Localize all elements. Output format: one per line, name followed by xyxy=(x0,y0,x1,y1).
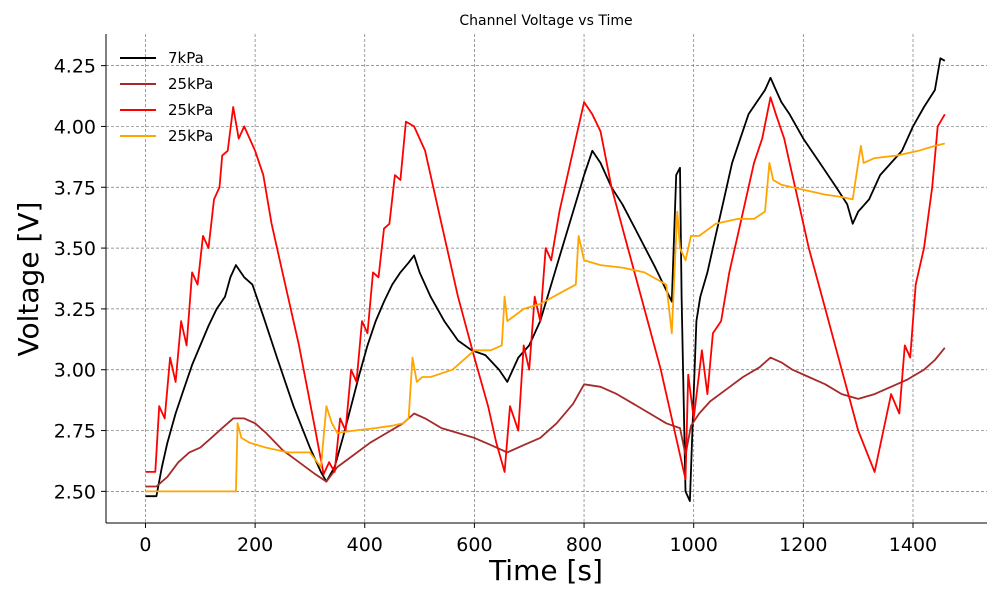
y-tick-label: 4.25 xyxy=(54,56,96,78)
series-line-0 xyxy=(145,57,946,503)
series-line-3 xyxy=(145,142,946,493)
x-tick-label: 800 xyxy=(566,534,602,556)
y-axis-label: Voltage [V] xyxy=(12,202,45,357)
y-axis-ticks: 2.50 2.75 3.00 3.25 3.50 3.75 4.00 4.25 xyxy=(54,56,106,503)
x-axis-ticks: 0 200 400 600 800 1000 1200 1400 xyxy=(139,523,937,556)
x-tick-label: 1400 xyxy=(889,534,937,556)
legend-label-1: 25kPa xyxy=(168,75,213,93)
x-tick-label: 1200 xyxy=(779,534,827,556)
series-group xyxy=(145,57,946,503)
axes xyxy=(105,34,987,524)
series-line-1 xyxy=(145,347,946,488)
grid xyxy=(106,34,987,523)
y-tick-label: 3.50 xyxy=(54,238,96,260)
x-axis-label: Time [s] xyxy=(488,554,603,587)
y-tick-label: 4.00 xyxy=(54,116,96,138)
series-line-2 xyxy=(145,96,946,481)
x-tick-label: 200 xyxy=(237,534,273,556)
legend: 7kPa 25kPa 25kPa 25kPa xyxy=(120,49,213,145)
chart-title: Channel Voltage vs Time xyxy=(459,13,632,29)
x-tick-label: 400 xyxy=(347,534,383,556)
y-tick-label: 3.00 xyxy=(54,360,96,382)
legend-label-0: 7kPa xyxy=(168,49,204,67)
y-tick-label: 2.75 xyxy=(54,421,96,443)
y-tick-label: 3.25 xyxy=(54,299,96,321)
y-tick-label: 3.75 xyxy=(54,177,96,199)
x-tick-label: 600 xyxy=(456,534,492,556)
legend-label-3: 25kPa xyxy=(168,127,213,145)
y-tick-label: 2.50 xyxy=(54,481,96,503)
legend-label-2: 25kPa xyxy=(168,101,213,119)
x-tick-label: 1000 xyxy=(670,534,718,556)
x-tick-label: 0 xyxy=(139,534,151,556)
